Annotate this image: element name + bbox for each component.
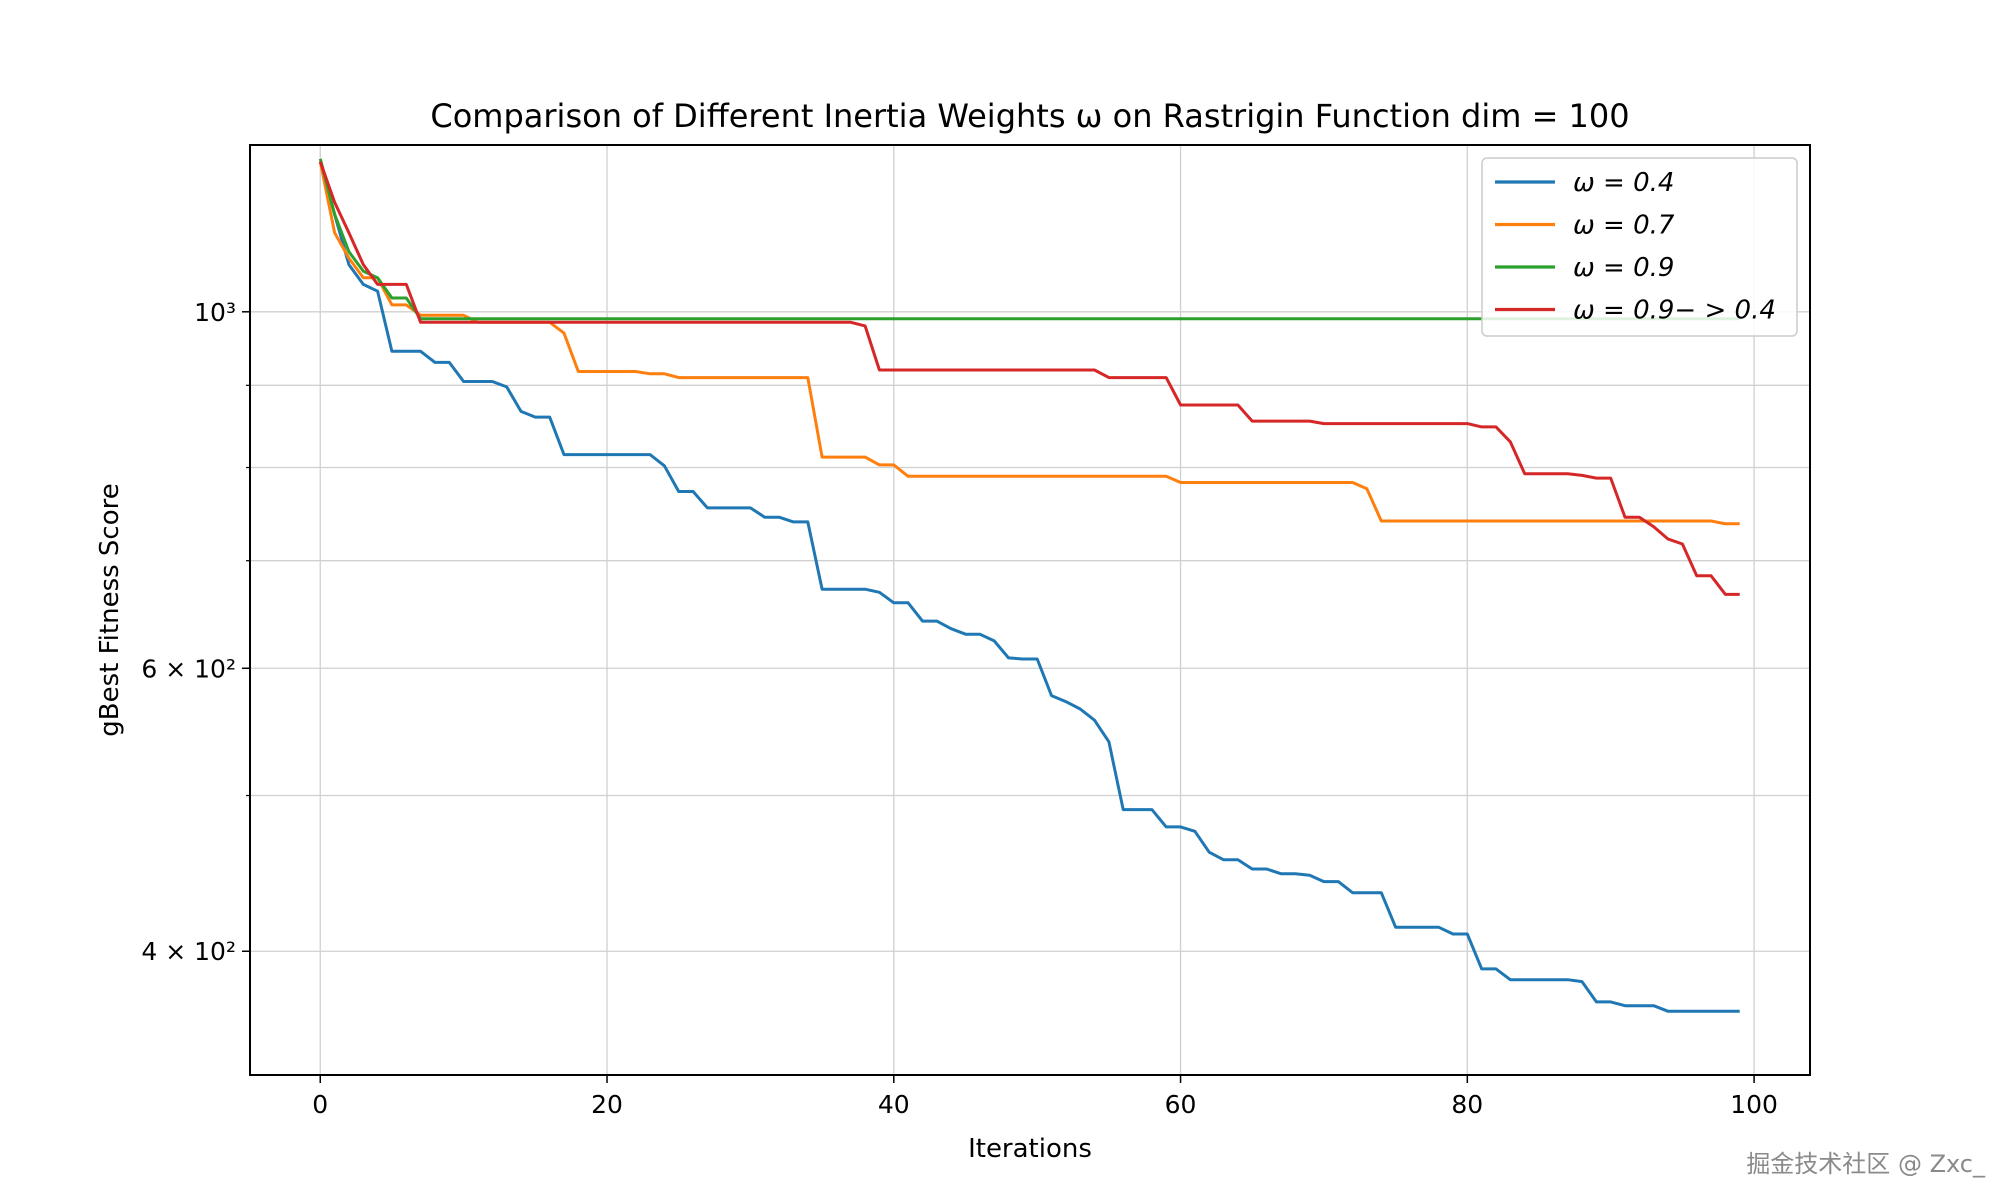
x-tick-label: 80 (1451, 1090, 1483, 1119)
plot-frame (249, 144, 1811, 1076)
y-gridlines (250, 311, 1810, 952)
x-gridlines (319, 145, 1755, 1075)
y-axis-ticks: 4 × 10² 6 × 10² 10³ (141, 298, 250, 966)
series-line-2 (318, 161, 1740, 526)
y-axis-label: gBest Fitness Score (95, 483, 125, 736)
legend-label: ω = 0.9 (1573, 253, 1674, 283)
watermark: 掘金技术社区 @ Zxc_ (1746, 1150, 1986, 1178)
series-line-4 (318, 161, 1740, 596)
x-tick-label: 0 (312, 1090, 328, 1119)
y-tick-label: 4 × 10² (141, 937, 236, 966)
x-tick-label: 40 (878, 1090, 910, 1119)
legend-label: ω = 0.4 (1573, 168, 1674, 198)
x-tick-label: 60 (1165, 1090, 1197, 1119)
y-tick-label: 10³ (194, 298, 236, 327)
chart-title: Comparison of Different Inertia Weights … (430, 97, 1629, 135)
y-tick-label: 6 × 10² (141, 654, 236, 683)
x-tick-label: 100 (1730, 1090, 1778, 1119)
series-line-1 (318, 161, 1740, 1013)
legend-label: ω = 0.7 (1573, 211, 1675, 241)
legend: ω = 0.4 ω = 0.7 ω = 0.9 ω = 0.9− > 0.4 (1481, 157, 1798, 337)
x-tick-label: 20 (591, 1090, 623, 1119)
legend-box (1481, 157, 1798, 337)
legend-label: ω = 0.9− > 0.4 (1573, 296, 1776, 326)
x-axis-label: Iterations (968, 1134, 1092, 1164)
x-axis-ticks: 0 20 40 60 80 100 (312, 1075, 1778, 1119)
